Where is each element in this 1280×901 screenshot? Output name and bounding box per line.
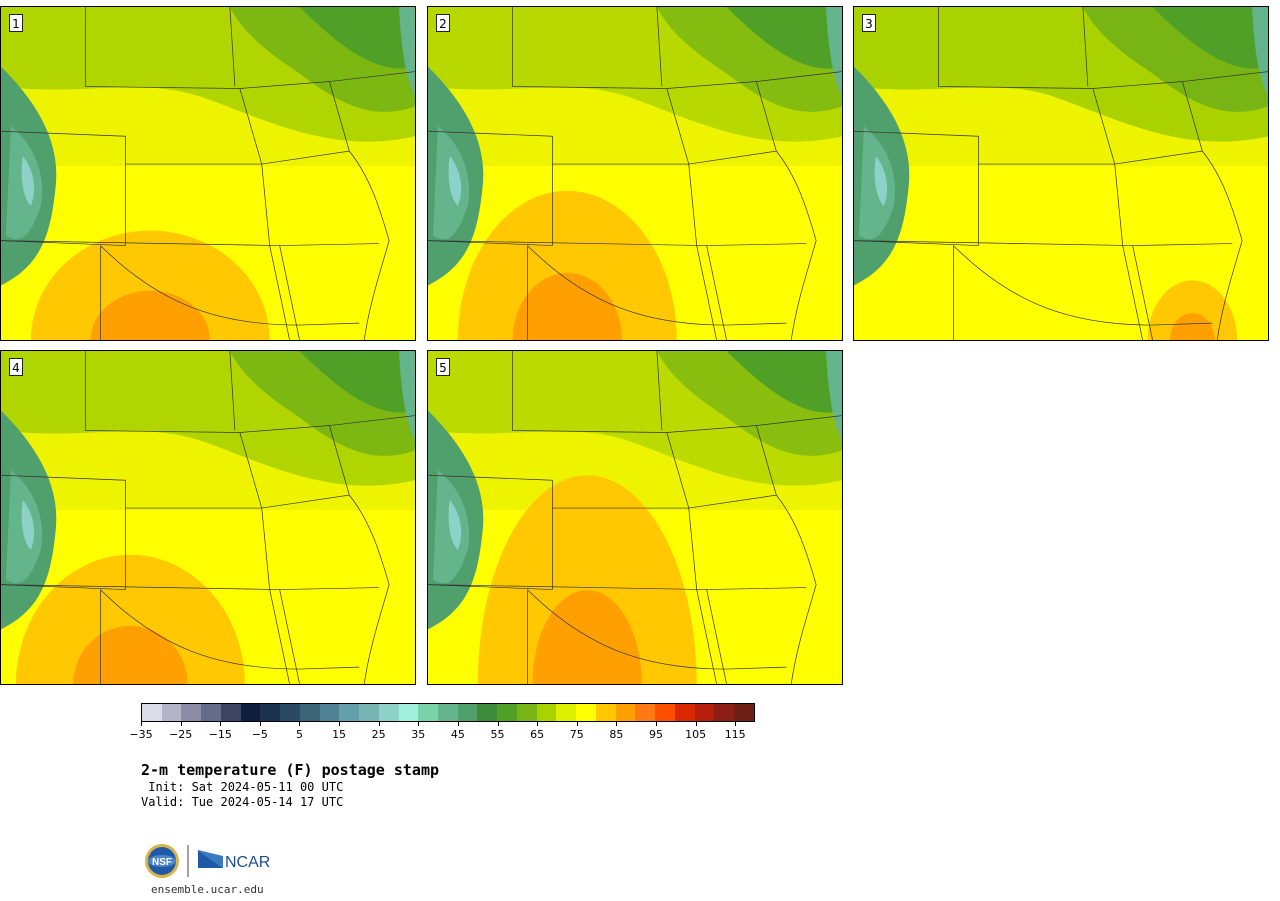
colorbar-tick bbox=[576, 722, 578, 726]
temperature-map bbox=[428, 351, 842, 684]
colorbar-tick-label: 15 bbox=[332, 728, 347, 741]
colorbar-tick bbox=[655, 722, 657, 726]
temperature-map bbox=[428, 7, 842, 340]
temperature-colorbar bbox=[141, 703, 755, 722]
svg-text:NSF: NSF bbox=[152, 857, 172, 868]
colorbar-tick bbox=[259, 722, 261, 726]
member-number: 4 bbox=[9, 358, 23, 376]
colorbar-tick-label: −5 bbox=[251, 728, 268, 741]
colorbar-swatch bbox=[398, 704, 419, 721]
map-title: 2-m temperature (F) postage stamp bbox=[141, 761, 440, 779]
colorbar-swatch bbox=[595, 704, 616, 721]
init-time: Init: Sat 2024-05-11 00 UTC bbox=[141, 780, 344, 794]
colorbar-swatch bbox=[438, 704, 458, 721]
temperature-map bbox=[1, 7, 415, 340]
colorbar-tick bbox=[378, 722, 380, 726]
colorbar-tick-label: 5 bbox=[295, 728, 303, 741]
member-number: 5 bbox=[436, 358, 450, 376]
colorbar-swatch bbox=[694, 704, 715, 721]
colorbar-tick bbox=[457, 722, 459, 726]
stamp-panel-3: 3 bbox=[853, 6, 1269, 341]
colorbar-swatch bbox=[299, 704, 320, 721]
colorbar-tick-label: 85 bbox=[609, 728, 624, 741]
colorbar-tick-label: −25 bbox=[169, 728, 193, 741]
stamp-panel-4: 4 bbox=[0, 350, 416, 685]
nsf-logo-icon: NSF bbox=[145, 844, 179, 878]
colorbar-swatch bbox=[359, 704, 379, 721]
colorbar-tick bbox=[418, 722, 420, 726]
stamp-panel-5: 5 bbox=[427, 350, 843, 685]
colorbar-tick bbox=[537, 722, 539, 726]
colorbar-swatch bbox=[635, 704, 656, 721]
nsf-ncar-logo: NSF NCAR bbox=[145, 844, 270, 878]
colorbar-swatch bbox=[142, 704, 162, 721]
colorbar-swatch bbox=[220, 704, 241, 721]
colorbar-ticks: −35 −25 −15 −5 5 15 25 35 45 55 65 75 85 95 105 115 bbox=[129, 722, 755, 746]
colorbar-swatch bbox=[734, 704, 754, 721]
colorbar-tick bbox=[339, 722, 341, 726]
colorbar-tick-label: 35 bbox=[411, 728, 426, 741]
valid-time: Valid: Tue 2024-05-14 17 UTC bbox=[141, 795, 344, 809]
colorbar-swatch bbox=[378, 704, 399, 721]
member-number: 3 bbox=[862, 14, 876, 32]
colorbar-swatch bbox=[418, 704, 439, 721]
svg-text:NCAR: NCAR bbox=[225, 854, 270, 871]
colorbar-swatch bbox=[339, 704, 360, 721]
colorbar-swatch bbox=[457, 704, 478, 721]
stamp-panel-1: 1 bbox=[0, 6, 416, 341]
colorbar-tick-label: 95 bbox=[648, 728, 663, 741]
colorbar-tick-label: 55 bbox=[490, 728, 505, 741]
ncar-logo-icon: NCAR bbox=[198, 850, 270, 871]
colorbar-tick bbox=[141, 722, 142, 726]
colorbar-swatch bbox=[260, 704, 281, 721]
colorbar-swatch bbox=[615, 704, 636, 721]
colorbar-swatch bbox=[516, 704, 537, 721]
colorbar-tick-label: −15 bbox=[208, 728, 232, 741]
member-number: 2 bbox=[436, 14, 450, 32]
colorbar-tick-label: 105 bbox=[685, 728, 707, 741]
stamp-panel-2: 2 bbox=[427, 6, 843, 341]
site-url: ensemble.ucar.edu bbox=[151, 883, 264, 896]
colorbar-tick-label: 115 bbox=[724, 728, 746, 741]
colorbar-swatch bbox=[556, 704, 577, 721]
colorbar-tick-label: 65 bbox=[530, 728, 545, 741]
colorbar-tick bbox=[695, 722, 697, 726]
colorbar-tick bbox=[180, 722, 182, 726]
colorbar-tick bbox=[220, 722, 222, 726]
colorbar-swatch bbox=[477, 704, 498, 721]
colorbar-swatch bbox=[576, 704, 596, 721]
colorbar-tick bbox=[497, 722, 499, 726]
colorbar-swatch bbox=[201, 704, 221, 721]
colorbar-tick bbox=[735, 722, 737, 726]
colorbar-swatch bbox=[280, 704, 300, 721]
colorbar-swatch bbox=[714, 704, 735, 721]
colorbar-tick bbox=[616, 722, 618, 726]
colorbar-swatch bbox=[674, 704, 695, 721]
colorbar-tick-label: 75 bbox=[569, 728, 584, 741]
colorbar-swatch bbox=[655, 704, 675, 721]
temperature-map bbox=[1, 351, 415, 684]
colorbar-swatch bbox=[240, 704, 261, 721]
colorbar-tick-label: −35 bbox=[129, 728, 153, 741]
colorbar-tick bbox=[299, 722, 301, 726]
colorbar-swatch bbox=[536, 704, 557, 721]
colorbar-swatch bbox=[497, 704, 517, 721]
colorbar-swatch bbox=[319, 704, 340, 721]
colorbar-swatch bbox=[161, 704, 182, 721]
colorbar-swatch bbox=[181, 704, 202, 721]
colorbar-tick-label: 25 bbox=[371, 728, 386, 741]
temperature-map bbox=[854, 7, 1268, 340]
member-number: 1 bbox=[9, 14, 23, 32]
colorbar-tick-label: 45 bbox=[450, 728, 465, 741]
